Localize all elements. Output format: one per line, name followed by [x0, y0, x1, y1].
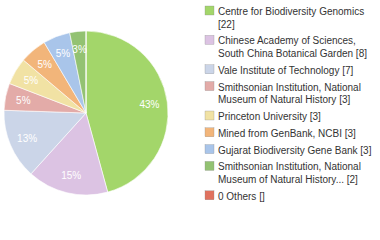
- slice-label: 5%: [16, 95, 31, 106]
- legend-swatch: [205, 111, 214, 120]
- legend-label: Smithsonian Institution, NationalMuseum …: [218, 161, 361, 185]
- slice-label: 13%: [17, 133, 37, 144]
- legend-swatch: [205, 82, 214, 91]
- legend-label: Vale Institute of Technology [7]: [218, 65, 353, 76]
- legend-swatch: [205, 65, 214, 74]
- slice-labels: 43%15%13%5%5%5%5%3%: [16, 44, 159, 181]
- legend-label: Smithsonian Institution, NationalMuseum …: [218, 82, 361, 106]
- slice-label: 15%: [61, 170, 81, 181]
- legend-label: Gujarat Biodiversity Gene Bank [3]: [218, 145, 372, 156]
- pie-slice: [86, 31, 87, 113]
- legend-swatch: [205, 128, 214, 137]
- legend-label: Mined from GenBank, NCBI [3]: [218, 128, 356, 139]
- legend-label: Princeton University [3]: [218, 111, 321, 122]
- legend: Centre for Biodiversity Genomics[22] Chin…: [205, 6, 372, 202]
- pie-slice: [70, 31, 86, 113]
- legend-swatch: [205, 161, 214, 170]
- legend-label: Centre for Biodiversity Genomics[22]: [218, 6, 364, 30]
- slice-label: 43%: [139, 99, 159, 110]
- slice-label: 5%: [24, 75, 39, 86]
- legend-swatch: [205, 6, 214, 15]
- slice-label: 5%: [56, 48, 71, 59]
- legend-swatch: [205, 191, 214, 200]
- legend-swatch: [205, 145, 214, 154]
- legend-label: Chinese Academy of Sciences,South China …: [218, 35, 367, 59]
- legend-label: 0 Others []: [218, 191, 265, 202]
- chart: 43%15%13%5%5%5%5%3%Centre for Biodiversi…: [0, 0, 380, 240]
- legend-swatch: [205, 35, 214, 44]
- slices: [4, 31, 168, 195]
- slice-label: 5%: [37, 59, 52, 70]
- pie-slice: [4, 110, 86, 174]
- slice-label: 3%: [72, 44, 87, 55]
